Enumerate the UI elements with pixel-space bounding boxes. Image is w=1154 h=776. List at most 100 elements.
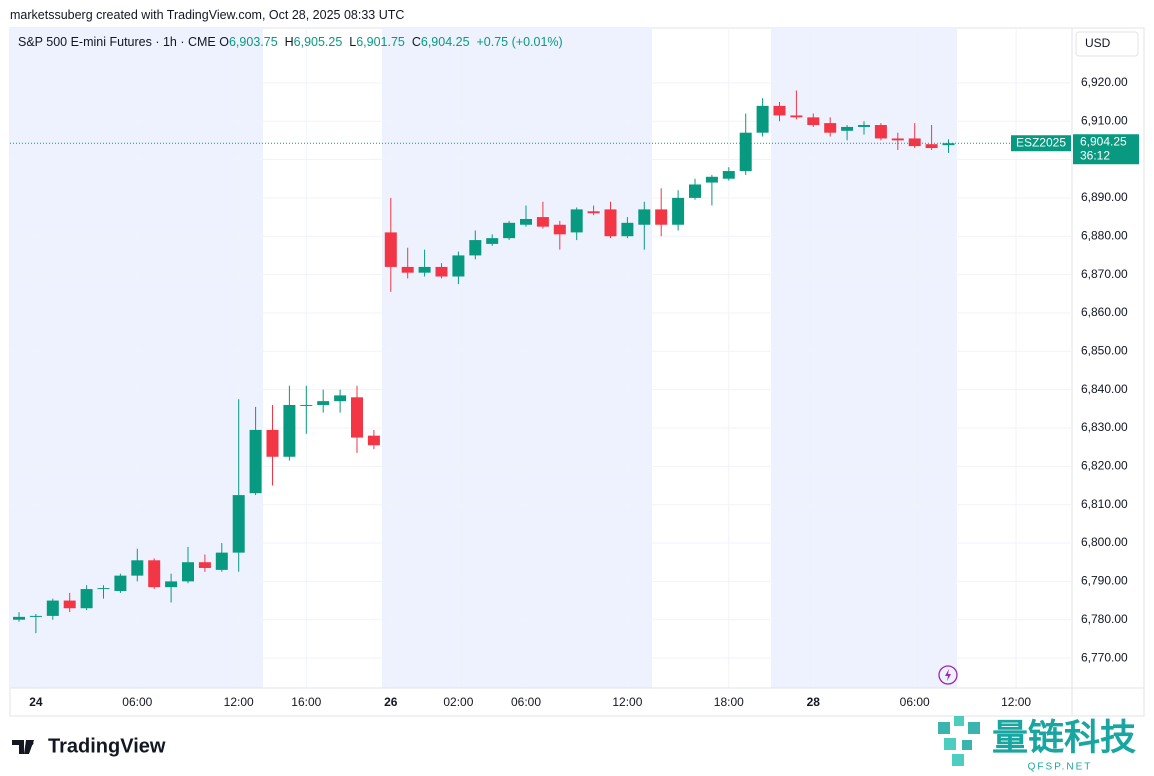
x-tick-label: 06:00 <box>511 695 541 709</box>
candle-body <box>384 232 397 267</box>
ohlc-key: L <box>349 35 357 49</box>
candle-body <box>773 105 786 116</box>
candle-body <box>46 600 59 616</box>
candle-body <box>536 217 549 227</box>
watermark-logo <box>938 716 980 766</box>
candle-body <box>570 209 583 233</box>
y-tick-label: 6,790.00 <box>1081 574 1128 588</box>
y-tick-label: 6,870.00 <box>1081 267 1128 281</box>
contract: ESZ2025 <box>1016 135 1066 149</box>
candle-body <box>114 575 127 591</box>
change: +0.75 (+0.01%) <box>476 35 563 49</box>
candle-body <box>486 238 499 244</box>
x-tick-label: 06:00 <box>122 695 152 709</box>
watermark-site: QFSP.NET <box>1028 762 1093 773</box>
candle-body <box>215 552 228 570</box>
y-tick-label: 6,810.00 <box>1081 497 1128 511</box>
symbol: S&P 500 E-mini Futures · 1h · CME <box>18 35 216 49</box>
session-shade <box>10 28 263 688</box>
candle-body <box>182 562 194 582</box>
y-tick-label: 6,820.00 <box>1081 459 1128 473</box>
currency-button[interactable] <box>1075 31 1139 57</box>
grid <box>10 28 1072 688</box>
x-tick-label: 24 <box>29 695 43 709</box>
candle-body <box>739 132 752 172</box>
candle-body <box>13 616 25 620</box>
candle-body <box>165 581 178 588</box>
x-tick-label: 28 <box>807 695 821 709</box>
candle-body <box>553 224 566 235</box>
watermark-name: 量链科技 <box>992 717 1136 758</box>
candle-body <box>638 209 651 225</box>
candle-body <box>148 560 161 588</box>
event-icon-bolt <box>945 669 951 681</box>
credit: marketssuberg created with TradingView.c… <box>10 8 405 22</box>
event-icon[interactable] <box>938 665 958 685</box>
candle-body <box>29 615 42 617</box>
candle-body <box>131 560 144 576</box>
candle-body <box>689 184 701 198</box>
candle-body <box>435 266 448 277</box>
candle-body <box>705 176 718 183</box>
candle-body <box>942 143 955 146</box>
y-tick-label: 6,860.00 <box>1081 305 1128 319</box>
countdown: 36:12 <box>1080 148 1110 162</box>
candle-body <box>334 395 347 402</box>
y-tick-label: 6,840.00 <box>1081 382 1128 396</box>
candle-body <box>908 138 921 147</box>
candle-body <box>756 105 769 133</box>
candle-body <box>351 397 363 438</box>
x-tick-label: 12:00 <box>612 695 642 709</box>
candle-body <box>587 211 600 214</box>
candle-body <box>198 562 211 568</box>
y-tick-label: 6,850.00 <box>1081 343 1128 357</box>
brand-logo <box>28 740 34 746</box>
candle-body <box>283 404 296 457</box>
y-tick-label: 6,880.00 <box>1081 228 1128 242</box>
ohlc-value: 6,901.75 <box>356 35 405 49</box>
ohlc-value: 6,903.75 <box>228 35 278 49</box>
last-price-tag <box>1073 134 1139 165</box>
contract-tag <box>1011 135 1071 152</box>
session-shade <box>382 28 652 688</box>
candle-body <box>807 117 820 126</box>
ohlc-key: H <box>284 35 294 49</box>
ohlc-value: 6,904.25 <box>420 35 470 49</box>
y-tick-label: 6,770.00 <box>1081 650 1128 664</box>
ohlc-key: C <box>411 35 421 49</box>
x-tick-label: 02:00 <box>443 695 473 709</box>
x-tick-label: 12:00 <box>224 695 254 709</box>
candle-body <box>891 138 904 141</box>
candle-body <box>418 266 431 273</box>
candle-body <box>520 218 532 225</box>
candle-body <box>722 171 735 179</box>
candle-body <box>317 401 330 405</box>
y-tick-label: 6,910.00 <box>1081 113 1128 127</box>
candle-body <box>824 123 837 133</box>
candle-body <box>300 404 313 406</box>
brand-logo <box>12 740 34 754</box>
candle-body <box>672 197 685 225</box>
candle-body <box>249 429 262 494</box>
y-tick-label: 6,780.00 <box>1081 612 1128 626</box>
candle-body <box>469 240 482 256</box>
candle-body <box>232 495 245 553</box>
x-tick-label: 06:00 <box>900 695 930 709</box>
candle-body <box>925 144 938 149</box>
x-tick-label: 18:00 <box>714 695 744 709</box>
ohlc-value: 6,905.25 <box>293 35 343 49</box>
x-tick-label: 12:00 <box>1001 695 1031 709</box>
candle-body <box>452 255 465 277</box>
last-price-label: 6,904.25 <box>1080 134 1127 148</box>
ohlc-key: O <box>219 35 229 49</box>
currency[interactable]: USD <box>1085 36 1111 50</box>
y-tick-label: 6,920.00 <box>1081 75 1128 89</box>
candle-body <box>874 125 887 139</box>
brand: TradingView <box>48 735 166 757</box>
y-tick-label: 6,890.00 <box>1081 190 1128 204</box>
candle-body <box>63 600 76 609</box>
candle-body <box>401 266 414 273</box>
x-tick-label: 26 <box>384 695 398 709</box>
candle-body <box>858 125 870 127</box>
